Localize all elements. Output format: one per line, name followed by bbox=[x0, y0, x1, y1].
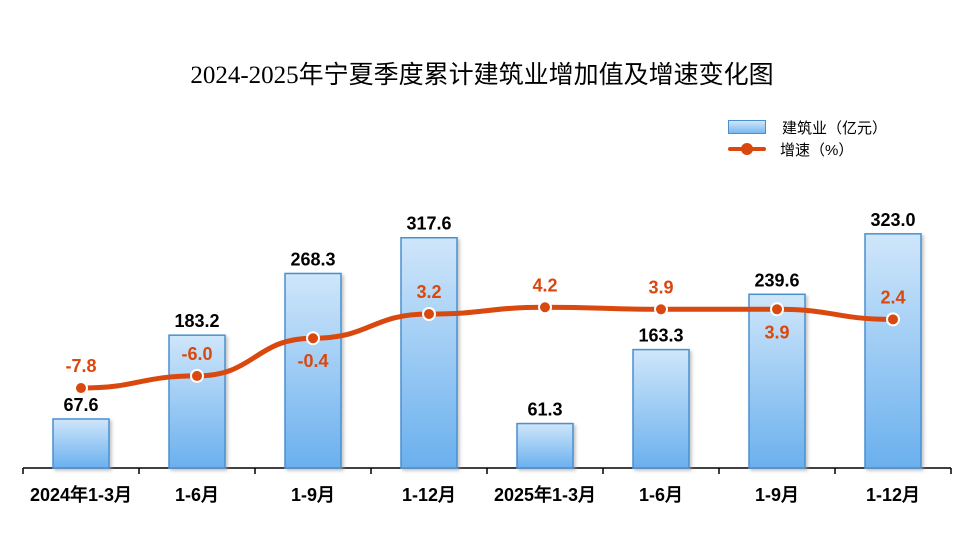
legend-label: 增速（%） bbox=[780, 141, 854, 159]
legend-item-line: 增速（%） bbox=[728, 138, 887, 160]
bar bbox=[284, 272, 342, 469]
growth-point bbox=[74, 381, 88, 396]
bar bbox=[516, 422, 574, 469]
bar bbox=[748, 293, 806, 469]
bar-value-label: 268.3 bbox=[290, 249, 335, 269]
growth-value-label: 3.9 bbox=[764, 322, 789, 342]
growth-point bbox=[306, 331, 320, 346]
bar bbox=[864, 233, 922, 469]
x-tick-label: 1-6月 bbox=[639, 485, 683, 505]
legend-bar-swatch bbox=[728, 120, 766, 134]
x-tick-label: 2025年1-3月 bbox=[494, 484, 596, 505]
bar-value-label: 323.0 bbox=[870, 210, 915, 230]
growth-value-label: 3.2 bbox=[416, 282, 441, 302]
x-tick-label: 1-12月 bbox=[402, 485, 456, 505]
legend-line-swatch bbox=[728, 140, 766, 158]
growth-value-label: 2.4 bbox=[880, 287, 905, 307]
bar bbox=[168, 334, 226, 469]
growth-point bbox=[538, 300, 552, 315]
chart-title: 2024-2025年宁夏季度累计建筑业增加值及增速变化图 bbox=[190, 62, 774, 89]
growth-line bbox=[80, 304, 894, 391]
x-tick-label: 1-9月 bbox=[755, 485, 799, 505]
bar-value-label: 317.6 bbox=[406, 214, 451, 234]
growth-point bbox=[654, 302, 668, 317]
growth-value-label: -7.8 bbox=[65, 356, 96, 376]
bar bbox=[632, 348, 690, 469]
x-tick-label: 1-12月 bbox=[866, 485, 920, 505]
bar-value-label: 61.3 bbox=[527, 400, 562, 420]
bar bbox=[400, 236, 458, 469]
growth-value-label: -6.0 bbox=[181, 344, 212, 364]
x-tick-label: 1-6月 bbox=[175, 485, 219, 505]
growth-value-label: 4.2 bbox=[532, 275, 557, 295]
legend-item-bar: 建筑业（亿元） bbox=[728, 116, 887, 138]
bar-value-label: 163.3 bbox=[638, 326, 683, 346]
growth-value-label: -0.4 bbox=[297, 351, 328, 371]
bar bbox=[52, 418, 110, 469]
growth-point bbox=[422, 307, 436, 321]
bar-value-label: 239.6 bbox=[754, 270, 799, 290]
legend: 建筑业（亿元） 增速（%） bbox=[728, 116, 887, 160]
x-tick-label: 2024年1-3月 bbox=[30, 484, 132, 505]
growth-point bbox=[886, 312, 900, 327]
legend-label: 建筑业（亿元） bbox=[782, 119, 888, 137]
bar-value-label: 67.6 bbox=[63, 395, 98, 415]
growth-point bbox=[770, 302, 784, 317]
x-tick-label: 1-9月 bbox=[291, 485, 335, 505]
bar-value-label: 183.2 bbox=[174, 311, 219, 331]
growth-point bbox=[190, 368, 204, 383]
growth-value-label: 3.9 bbox=[648, 277, 673, 297]
